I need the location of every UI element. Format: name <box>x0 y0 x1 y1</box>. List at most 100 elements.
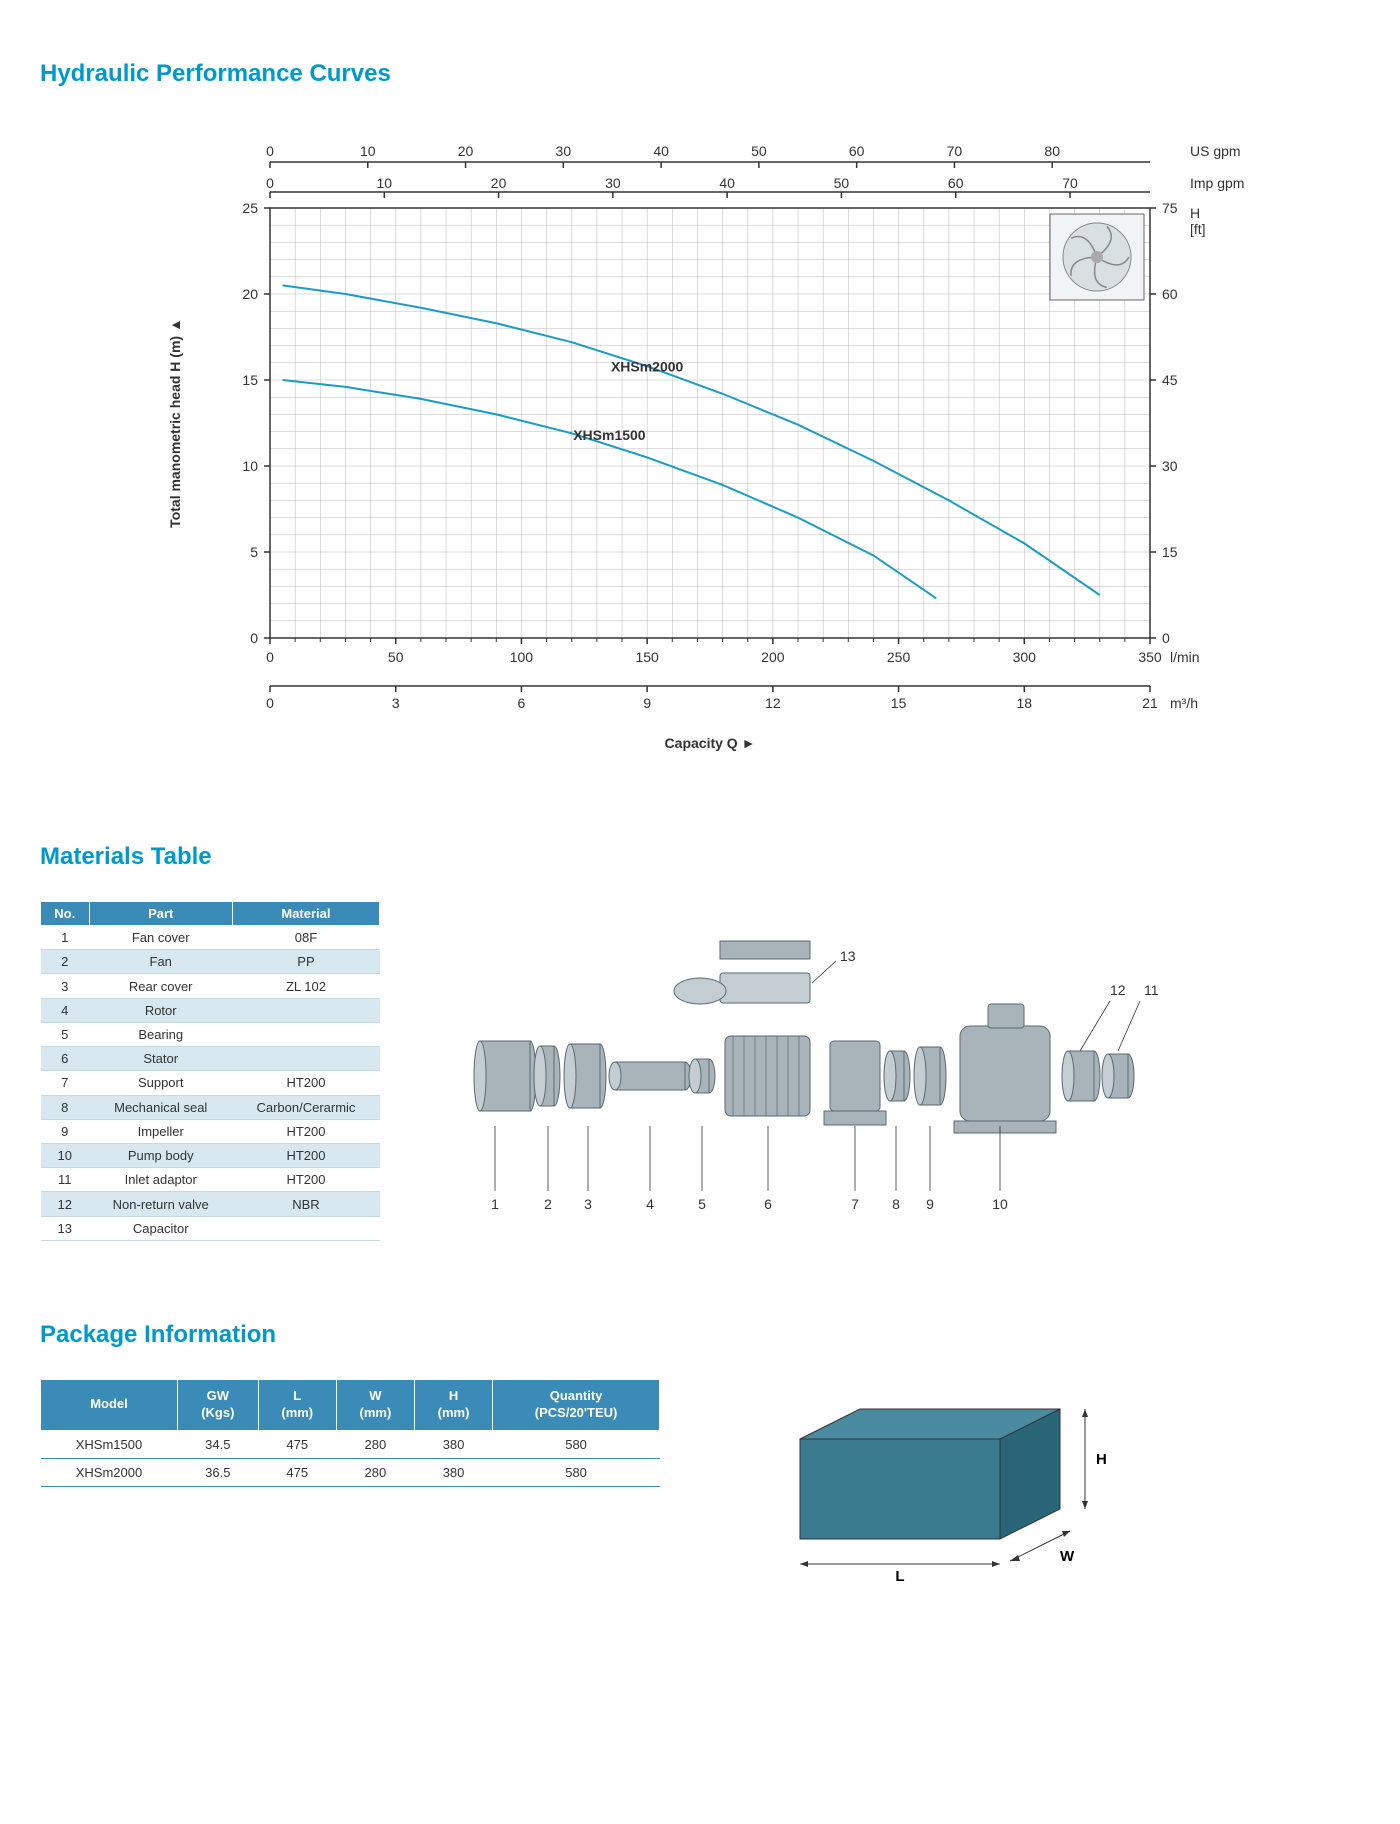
svg-text:21: 21 <box>1142 695 1158 711</box>
svg-text:350: 350 <box>1138 649 1162 665</box>
svg-text:15: 15 <box>891 695 907 711</box>
table-row: 9ImpellerHT200 <box>41 1119 380 1143</box>
table-row: 8Mechanical sealCarbon/Cerarmic <box>41 1095 380 1119</box>
svg-text:40: 40 <box>719 175 735 191</box>
section-title-materials: Materials Table <box>40 843 1360 871</box>
svg-text:20: 20 <box>242 286 258 302</box>
svg-text:8: 8 <box>892 1196 900 1212</box>
svg-text:3: 3 <box>392 695 400 711</box>
package-col: W(mm) <box>336 1380 414 1431</box>
svg-text:W: W <box>1060 1548 1075 1565</box>
svg-text:0: 0 <box>266 695 274 711</box>
svg-text:200: 200 <box>761 649 785 665</box>
svg-text:9: 9 <box>643 695 651 711</box>
svg-text:50: 50 <box>834 175 850 191</box>
svg-text:m³/h: m³/h <box>1170 695 1198 711</box>
svg-text:10: 10 <box>376 175 392 191</box>
svg-text:12: 12 <box>765 695 781 711</box>
chart-svg: 0510152025015304560750501001502002503003… <box>150 118 1250 758</box>
svg-text:0: 0 <box>266 143 274 159</box>
package-box-diagram: L W H <box>740 1379 1140 1599</box>
table-row: 4Rotor <box>41 998 380 1022</box>
svg-text:20: 20 <box>458 143 474 159</box>
package-col: GW(Kgs) <box>178 1380 259 1431</box>
svg-text:0: 0 <box>266 649 274 665</box>
package-table: ModelGW(Kgs)L(mm)W(mm)H(mm)Quantity(PCS/… <box>40 1379 660 1487</box>
table-row: 3Rear coverZL 102 <box>41 974 380 998</box>
svg-text:20: 20 <box>491 175 507 191</box>
svg-text:6: 6 <box>518 695 526 711</box>
svg-text:15: 15 <box>1162 544 1178 560</box>
svg-text:60: 60 <box>849 143 865 159</box>
table-row: XHSm200036.5475280380580 <box>41 1458 660 1486</box>
svg-text:150: 150 <box>635 649 659 665</box>
svg-text:30: 30 <box>1162 458 1178 474</box>
svg-text:l/min: l/min <box>1170 649 1200 665</box>
svg-text:25: 25 <box>242 200 258 216</box>
svg-text:100: 100 <box>510 649 534 665</box>
materials-col: No. <box>41 902 90 926</box>
svg-text:5: 5 <box>698 1196 706 1212</box>
table-row: 12Non-return valveNBR <box>41 1192 380 1216</box>
svg-text:10: 10 <box>992 1196 1008 1212</box>
svg-text:12: 12 <box>1110 982 1126 998</box>
table-row: 7SupportHT200 <box>41 1071 380 1095</box>
svg-text:80: 80 <box>1044 143 1060 159</box>
svg-text:0: 0 <box>250 630 258 646</box>
svg-text:H: H <box>1096 1451 1107 1468</box>
svg-text:40: 40 <box>653 143 669 159</box>
svg-text:XHSm2000: XHSm2000 <box>611 358 684 374</box>
materials-table: No.PartMaterial 1Fan cover08F2FanPP3Rear… <box>40 901 380 1241</box>
package-col: Model <box>41 1380 178 1431</box>
svg-text:60: 60 <box>1162 286 1178 302</box>
svg-text:[ft]: [ft] <box>1190 221 1206 237</box>
table-row: 1Fan cover08F <box>41 926 380 950</box>
svg-text:L: L <box>895 1568 904 1585</box>
package-col: H(mm) <box>414 1380 492 1431</box>
svg-text:Capacity Q ►: Capacity Q ► <box>665 735 756 751</box>
table-row: 10Pump bodyHT200 <box>41 1143 380 1167</box>
exploded-view-diagram: 13123456789101211 <box>440 901 1360 1241</box>
svg-text:H: H <box>1190 205 1200 221</box>
svg-text:7: 7 <box>851 1196 859 1212</box>
svg-text:50: 50 <box>388 649 404 665</box>
svg-text:11: 11 <box>1144 982 1159 998</box>
table-row: 6Stator <box>41 1047 380 1071</box>
svg-text:30: 30 <box>556 143 572 159</box>
svg-text:9: 9 <box>926 1196 934 1212</box>
svg-text:10: 10 <box>360 143 376 159</box>
section-title-curves: Hydraulic Performance Curves <box>40 60 1360 88</box>
svg-text:3: 3 <box>584 1196 592 1212</box>
performance-chart: 0510152025015304560750501001502002503003… <box>150 118 1250 763</box>
svg-text:10: 10 <box>242 458 258 474</box>
svg-text:4: 4 <box>646 1196 654 1212</box>
svg-text:70: 70 <box>947 143 963 159</box>
table-row: 5Bearing <box>41 1022 380 1046</box>
svg-text:Total manometric head H (m) ▲: Total manometric head H (m) ▲ <box>167 318 183 528</box>
materials-col: Material <box>232 902 379 926</box>
svg-text:15: 15 <box>242 372 258 388</box>
svg-text:0: 0 <box>1162 630 1170 646</box>
svg-text:Imp gpm: Imp gpm <box>1190 175 1244 191</box>
svg-text:0: 0 <box>266 175 274 191</box>
table-row: XHSm150034.5475280380580 <box>41 1430 660 1458</box>
package-col: L(mm) <box>258 1380 336 1431</box>
section-title-package: Package Information <box>40 1321 1360 1349</box>
svg-text:US gpm: US gpm <box>1190 143 1241 159</box>
svg-text:1: 1 <box>491 1196 499 1212</box>
svg-text:5: 5 <box>250 544 258 560</box>
svg-text:45: 45 <box>1162 372 1178 388</box>
svg-text:70: 70 <box>1062 175 1078 191</box>
svg-text:60: 60 <box>948 175 964 191</box>
svg-text:50: 50 <box>751 143 767 159</box>
svg-text:75: 75 <box>1162 200 1178 216</box>
svg-text:30: 30 <box>605 175 621 191</box>
svg-text:2: 2 <box>544 1196 552 1212</box>
svg-text:13: 13 <box>840 948 856 964</box>
table-row: 11Inlet adaptorHT200 <box>41 1168 380 1192</box>
svg-text:18: 18 <box>1016 695 1032 711</box>
materials-col: Part <box>89 902 232 926</box>
svg-text:XHSm1500: XHSm1500 <box>573 427 646 443</box>
svg-text:300: 300 <box>1013 649 1037 665</box>
svg-text:6: 6 <box>764 1196 772 1212</box>
